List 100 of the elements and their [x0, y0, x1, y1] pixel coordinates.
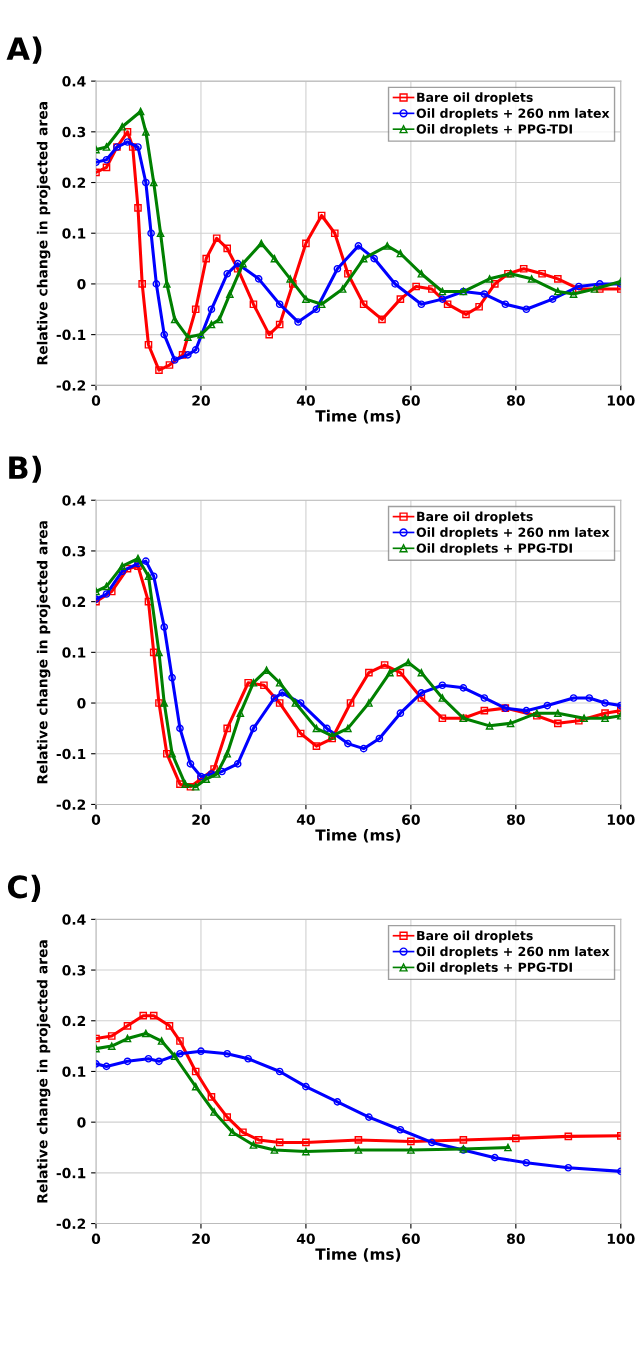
- y-tick-label: 0: [77, 698, 86, 709]
- point: [107, 1032, 116, 1040]
- point: [270, 694, 279, 702]
- point: [443, 300, 452, 309]
- point: [512, 1134, 520, 1143]
- point: [302, 239, 310, 248]
- point: [223, 244, 232, 253]
- point: [538, 269, 546, 278]
- point: [302, 1147, 310, 1156]
- y-tick-label: -0.1: [56, 1167, 86, 1179]
- point: [317, 211, 326, 220]
- legend-label: Bare oil droplets: [417, 930, 533, 943]
- legend-label: Oil droplets + 260 nm latex: [416, 527, 610, 540]
- x-tick-label: 40: [296, 395, 315, 406]
- point: [291, 699, 300, 707]
- point: [233, 259, 242, 268]
- point: [118, 562, 127, 570]
- y-tick-label: 0.1: [62, 228, 86, 239]
- line-series: [96, 1011, 621, 1147]
- point: [585, 694, 594, 702]
- point: [184, 333, 192, 341]
- point: [396, 249, 405, 258]
- point: [491, 1153, 499, 1162]
- point: [354, 1146, 363, 1154]
- point: [202, 254, 211, 263]
- y-tick-label: 0.4: [62, 495, 86, 506]
- point: [207, 305, 216, 314]
- point: [554, 287, 562, 296]
- legend-label: Oil droplets + 260 nm latex: [416, 946, 610, 959]
- y-tick-label: -0.2: [56, 1218, 86, 1230]
- point: [333, 264, 342, 273]
- point: [249, 1141, 258, 1149]
- legend-label: Oil droplets + PPG-TDI: [416, 543, 572, 556]
- point: [254, 275, 263, 283]
- x-tick-label: 100: [607, 814, 635, 825]
- point: [102, 155, 111, 164]
- point: [236, 709, 245, 718]
- point: [543, 701, 552, 710]
- point: [262, 666, 271, 674]
- point: [275, 320, 284, 329]
- point: [102, 163, 111, 172]
- point: [278, 689, 287, 697]
- y-tick-label: 0.1: [62, 647, 86, 658]
- point: [149, 178, 158, 187]
- point: [354, 1136, 363, 1144]
- point: [191, 782, 200, 791]
- point: [564, 1132, 573, 1141]
- point: [223, 1113, 232, 1121]
- point: [601, 714, 609, 723]
- point: [554, 719, 562, 728]
- point: [207, 320, 216, 329]
- point: [239, 259, 247, 268]
- point: [323, 724, 331, 733]
- y-axis-title: Relative change in projected area: [36, 102, 51, 365]
- y-tick-label: 0.3: [62, 126, 86, 138]
- point: [396, 668, 405, 677]
- point: [144, 340, 153, 349]
- point: [480, 290, 489, 298]
- point: [244, 1054, 253, 1063]
- x-tick-label: 80: [507, 395, 525, 406]
- point: [178, 351, 187, 359]
- point: [412, 282, 420, 291]
- point: [506, 719, 515, 728]
- point: [144, 1054, 153, 1063]
- point: [223, 1049, 232, 1058]
- x-tick-label: 40: [296, 814, 315, 825]
- point: [438, 681, 447, 690]
- point: [407, 1146, 415, 1154]
- x-tick-label: 20: [192, 395, 210, 406]
- point: [365, 668, 373, 677]
- y-tick-label: -0.1: [56, 329, 86, 341]
- point: [485, 275, 494, 283]
- point: [157, 1037, 166, 1045]
- point: [155, 699, 163, 707]
- point: [275, 1067, 284, 1076]
- x-tick-label: 60: [402, 1233, 420, 1245]
- point: [365, 699, 373, 707]
- point: [359, 744, 368, 753]
- point: [184, 351, 192, 359]
- point: [249, 300, 258, 309]
- y-tick-label: 0.3: [62, 545, 86, 557]
- point: [569, 290, 578, 298]
- point: [480, 706, 489, 715]
- point: [396, 295, 405, 303]
- point: [359, 300, 368, 309]
- point: [480, 694, 489, 702]
- point: [160, 330, 169, 339]
- point: [378, 315, 386, 324]
- point: [176, 724, 184, 733]
- point: [438, 714, 447, 723]
- point: [170, 1052, 179, 1061]
- point: [191, 346, 200, 354]
- point: [365, 1113, 373, 1121]
- point: [160, 699, 169, 707]
- x-tick-label: 100: [607, 1233, 635, 1245]
- point: [207, 1092, 216, 1101]
- point: [522, 1158, 531, 1167]
- y-tick-label: 0.2: [62, 177, 86, 188]
- point: [210, 1108, 218, 1116]
- point: [302, 1138, 310, 1147]
